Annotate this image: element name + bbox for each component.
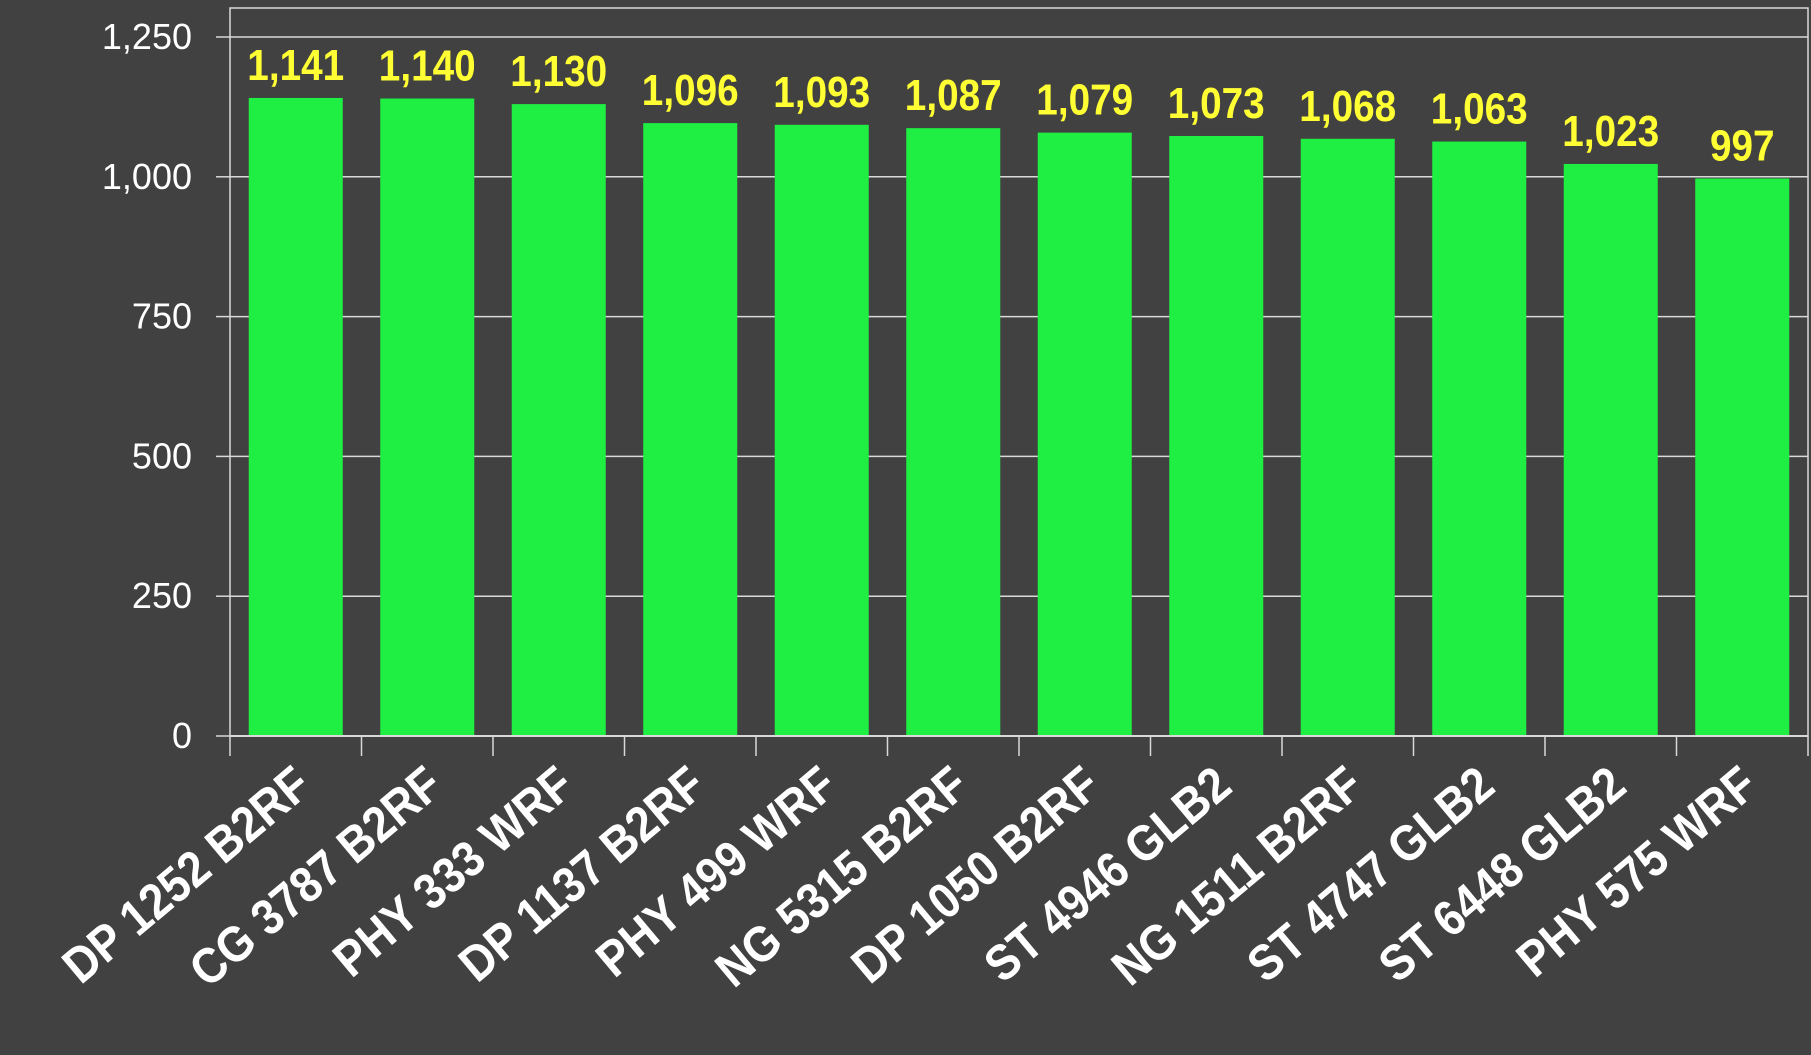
bar [1037,132,1132,737]
y-axis-tick-labels: 0 250 500 750 1,000 1,250 [102,16,192,756]
y-tick-label: 1,000 [102,156,192,197]
data-label: 1,079 [1036,74,1133,124]
bar [643,123,738,736]
data-label: 997 [1710,120,1775,170]
data-label: 1,130 [510,46,607,96]
gridlines [230,36,1808,597]
bar [380,98,475,736]
data-label: 1,096 [642,65,739,115]
data-labels: 1,141 1,140 1,130 1,096 1,093 1,087 1,079 1,073… [247,40,1774,170]
bar [1563,163,1658,736]
bar [906,128,1001,736]
data-label: 1,141 [247,40,344,90]
data-label: 1,140 [379,40,476,90]
data-label: 1,068 [1299,80,1396,130]
bar [1432,141,1527,736]
y-tick-label: 500 [132,435,192,476]
bar [1300,138,1395,736]
bar [248,97,343,736]
axes [216,7,1809,756]
y-tick-label: 0 [172,715,192,756]
data-label: 1,023 [1562,106,1659,156]
bars [248,97,1790,737]
y-tick-label: 250 [132,575,192,616]
bar [1695,178,1790,736]
data-label: 1,093 [773,66,870,116]
data-label: 1,087 [905,70,1002,120]
bar [774,124,869,736]
bar [1169,135,1264,736]
data-label: 1,073 [1168,78,1265,128]
data-label: 1,063 [1431,83,1528,133]
y-tick-label: 1,250 [102,16,192,57]
y-tick-label: 750 [132,296,192,337]
bar [511,104,606,736]
